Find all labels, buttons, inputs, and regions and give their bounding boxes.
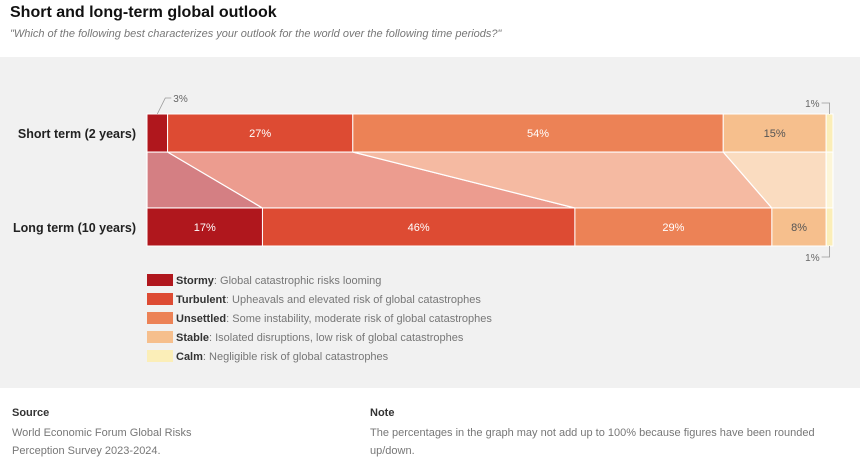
- legend-swatch-stable: [147, 331, 173, 343]
- data-label: 46%: [408, 222, 430, 234]
- bar-segment-stormy: [146, 113, 169, 153]
- bar-segment-stormy: [146, 207, 263, 247]
- legend-entry: Calm: Negligible risk of global catastro…: [176, 351, 389, 363]
- data-label: 17%: [194, 222, 216, 234]
- chart-subtitle: "Which of the following best characteriz…: [10, 28, 502, 40]
- source-line: World Economic Forum Global Risks: [12, 427, 192, 439]
- data-label: 3%: [173, 94, 188, 105]
- data-label: 8%: [791, 222, 807, 234]
- category-label: Short term (2 years): [18, 127, 136, 141]
- legend-swatch-turbulent: [147, 293, 173, 305]
- legend-entry: Unsettled: Some instability, moderate ri…: [176, 313, 492, 325]
- chart-title: Short and long-term global outlook: [10, 4, 277, 21]
- legend-swatch-stormy: [147, 274, 173, 286]
- source-line: Perception Survey 2023-2024.: [12, 445, 161, 457]
- bar-segment-turbulent: [167, 113, 354, 153]
- bar-segment-calm: [825, 113, 834, 153]
- legend-swatch-unsettled: [147, 312, 173, 324]
- note-line: The percentages in the graph may not add…: [370, 427, 815, 439]
- connector-calm: [825, 151, 834, 209]
- note-text: The percentages in the graph may not add…: [370, 424, 815, 460]
- legend-entry: Stable: Isolated disruptions, low risk o…: [176, 332, 464, 344]
- source-text: World Economic Forum Global Risks Percep…: [12, 424, 192, 460]
- data-label: 15%: [764, 128, 786, 140]
- category-label: Long term (10 years): [13, 221, 136, 235]
- callout-line: [821, 246, 831, 258]
- note-heading: Note: [370, 407, 395, 419]
- data-label: 1%: [805, 99, 820, 110]
- legend-swatch-calm: [147, 350, 173, 362]
- data-label: 29%: [662, 222, 684, 234]
- source-heading: Source: [12, 407, 50, 419]
- data-label: 54%: [527, 128, 549, 140]
- callout-line: [821, 102, 830, 114]
- bar-segment-stable: [771, 207, 827, 247]
- data-label: 27%: [249, 128, 271, 140]
- callout-line: [156, 97, 172, 115]
- data-label: 1%: [805, 253, 820, 264]
- legend-entry: Turbulent: Upheavals and elevated risk o…: [176, 294, 481, 306]
- note-line: up/down.: [370, 445, 415, 457]
- bar-segment-stable: [722, 113, 827, 153]
- bar-segment-unsettled: [352, 113, 724, 153]
- legend-entry: Stormy: Global catastrophic risks loomin…: [176, 275, 381, 287]
- bar-segment-calm: [825, 207, 834, 247]
